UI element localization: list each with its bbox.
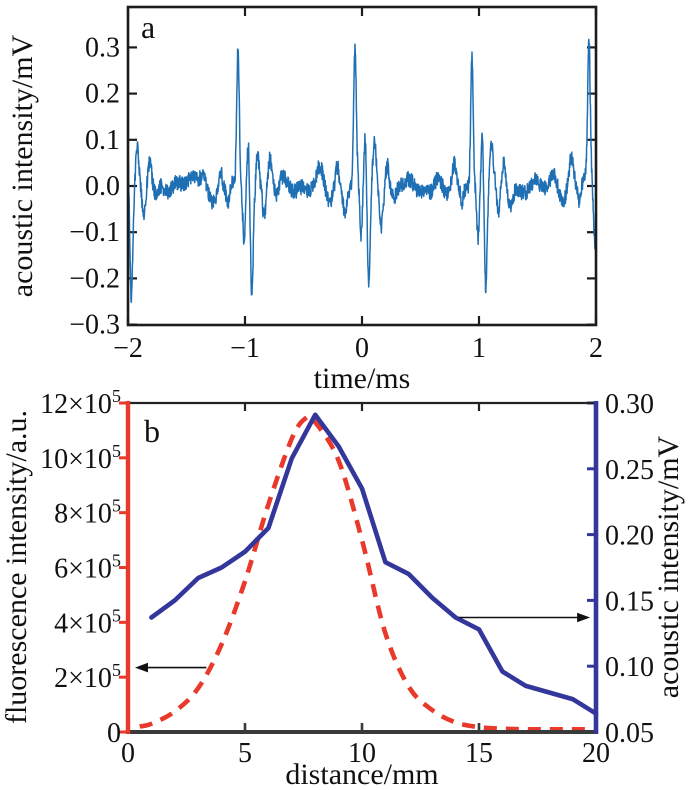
panel-b: 0 5 10 15 20 0 2×105 4×105 6×105 8×105 10×105 12×10…: [0, 386, 685, 790]
y-tick-label: 0.2: [85, 79, 120, 110]
x-tick-label: −2: [113, 333, 143, 364]
panel-b-xaxis-label: distance/mm: [285, 758, 438, 790]
y-tick-label: 0.3: [85, 32, 120, 63]
y-tick-label: −0.1: [69, 217, 120, 248]
x-tick-label: 0: [121, 738, 135, 769]
panel-a-tick-marks: [126, 7, 598, 326]
y-tick-label: −0.2: [69, 263, 120, 294]
left-y-tick-label: 12×105: [40, 386, 121, 420]
fluorescence-curve-dashed: [139, 414, 596, 732]
panel-a-xaxis-label: time/ms: [314, 362, 411, 395]
panel-b-letter: b: [144, 413, 160, 449]
arrow-head-to-right-axis: [577, 612, 591, 623]
x-tick-label: 2: [589, 333, 603, 364]
panel-b-tick-labels: 0 5 10 15 20 0 2×105 4×105 6×105 8×105 10×105 12×10…: [40, 386, 654, 769]
left-y-tick-label: 8×105: [54, 496, 121, 530]
x-tick-label: 0: [355, 333, 369, 364]
y-tick-label: −0.3: [69, 310, 120, 341]
arrow-head-to-left-axis: [135, 662, 148, 673]
panel-a-letter: a: [141, 9, 155, 45]
y-tick-label: 0.1: [85, 125, 120, 156]
x-tick-label: 20: [582, 738, 610, 769]
y-tick-label: 0.0: [85, 171, 120, 202]
panel-b-left-yaxis-label: fluorescence intensity/a.u.: [0, 410, 33, 724]
left-y-tick-label: 10×105: [40, 441, 121, 475]
left-y-tick-label: 2×105: [54, 660, 121, 694]
x-tick-label: −1: [230, 333, 260, 364]
right-y-tick-label: 0.15: [605, 586, 654, 617]
panel-a: −2 −1 0 1 2 0.3 0.2 0.1 0.0 −0.1 −0.2 −0.3 a time/m…: [6, 5, 603, 395]
right-y-tick-label: 0.05: [605, 718, 654, 749]
x-tick-label: 1: [472, 333, 486, 364]
right-y-tick-label: 0.10: [605, 652, 654, 683]
left-y-tick-label: 0: [107, 718, 121, 749]
acoustic-curve-solid: [149, 412, 599, 716]
panel-a-axes-box: [126, 5, 598, 327]
right-y-tick-label: 0.20: [605, 521, 654, 552]
x-tick-label: 10: [348, 738, 376, 769]
left-y-tick-label: 6×105: [54, 551, 121, 585]
panel-b-axis-pointer-arrows: [135, 612, 591, 673]
left-y-tick-label: 4×105: [54, 605, 121, 639]
x-tick-label: 5: [238, 738, 252, 769]
right-y-tick-label: 0.30: [605, 389, 654, 420]
panel-a-tick-labels: −2 −1 0 1 2 0.3 0.2 0.1 0.0 −0.1 −0.2 −0.3: [69, 32, 603, 364]
panel-a-yaxis-label: acoustic intensity/mV: [6, 34, 39, 297]
panel-b-right-yaxis-label: acoustic intensity/mV: [652, 435, 685, 698]
x-tick-label: 15: [465, 738, 493, 769]
acoustic-signal-trace: [127, 38, 597, 303]
right-y-tick-label: 0.25: [605, 455, 654, 486]
